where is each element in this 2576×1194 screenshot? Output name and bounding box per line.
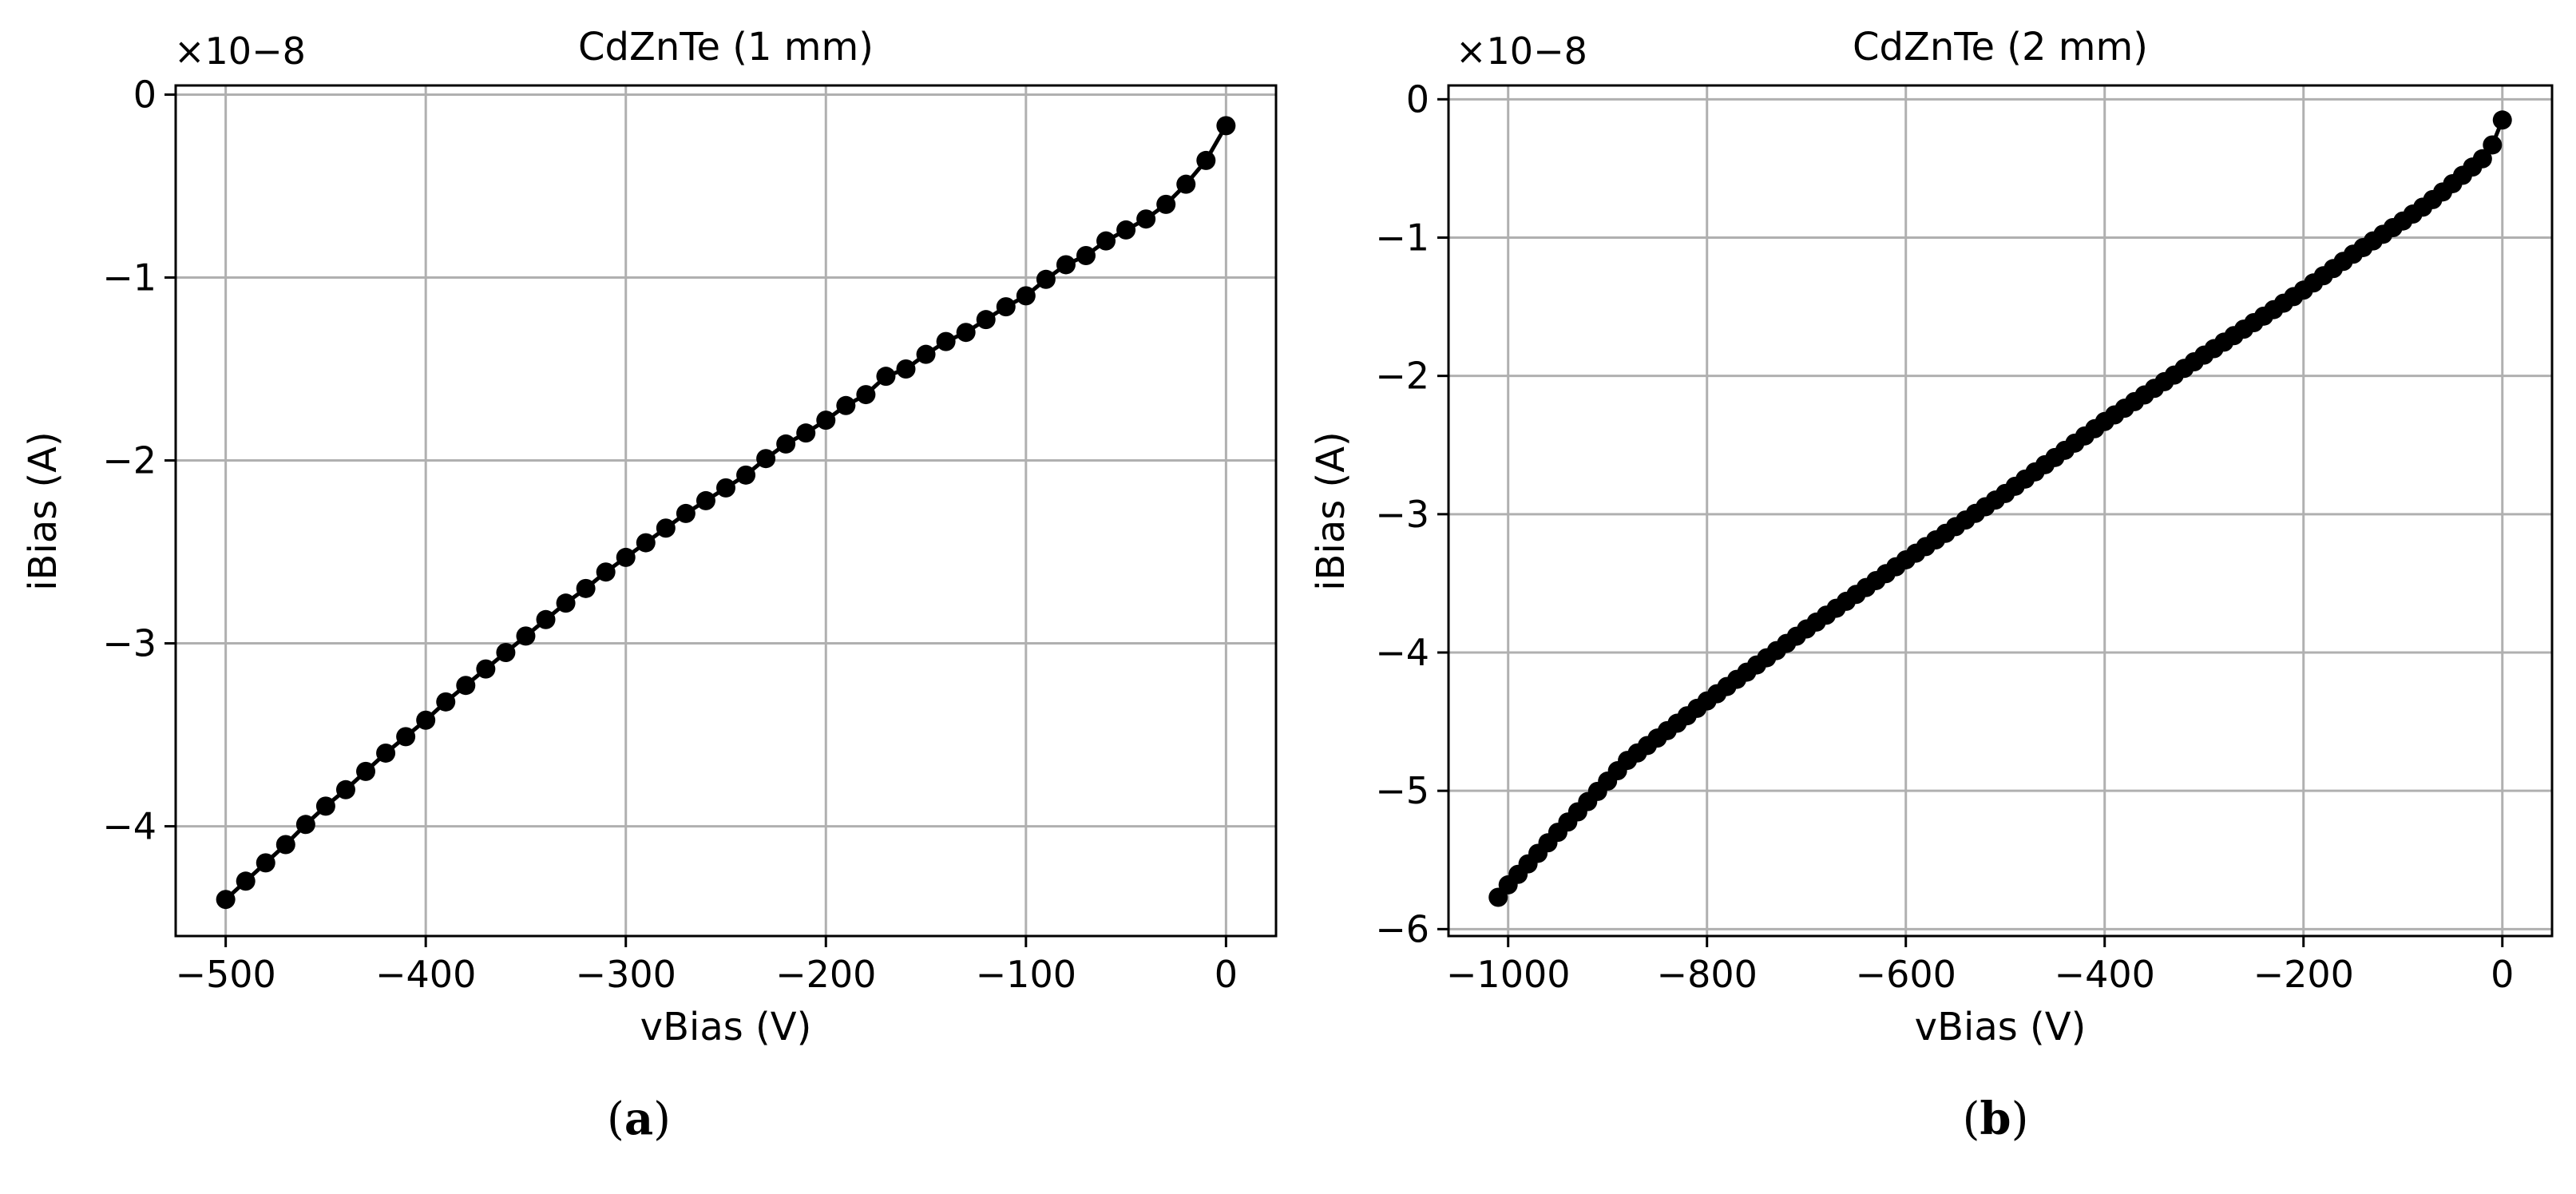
chart-a-title: CdZnTe (1 mm) [578, 25, 874, 69]
chart-a-data-point [1116, 220, 1136, 240]
caption-a: (a) [606, 1093, 671, 1145]
chart-b-data-point [2492, 110, 2512, 130]
chart-a-data-point [736, 465, 756, 485]
chart-a-xtick-label: −500 [175, 953, 275, 996]
chart-a-data-point [1136, 209, 1156, 229]
chart-a-data-point [596, 562, 616, 582]
chart-a-ytick-label: −2 [102, 439, 157, 482]
chart-b-xtick-label: −800 [1657, 953, 1758, 996]
chart-a-series-line [224, 125, 1228, 902]
chart-panel-b: −1000 −800 −600 −400 −200 0 0 −1 −2 −3 −4 −5 −6 CdZnT… [1288, 0, 2576, 1194]
chart-b-data-point [2483, 135, 2503, 155]
chart-a-data-point [1096, 231, 1116, 251]
chart-a-data-point [956, 323, 976, 343]
chart-a-data-point [295, 815, 315, 835]
chart-a-data-point [1216, 116, 1236, 136]
chart-a-data-point [496, 643, 516, 662]
chart-a-data-point [216, 890, 236, 910]
chart-a-data-point [856, 385, 876, 405]
chart-a-data-point [656, 518, 676, 538]
chart-a-data-point [436, 692, 456, 712]
chart-a-xtick-label: 0 [1215, 953, 1238, 996]
chart-a-data-point [616, 547, 636, 567]
chart-b-ytick-label: −4 [1375, 631, 1429, 674]
chart-a-svg: −500 −400 −300 −200 −100 0 0 −1 −2 −3 −4 CdZnTe (1 … [21, 25, 1278, 1049]
chart-a-data-point [556, 593, 576, 613]
chart-b-ytick-label: −3 [1375, 493, 1429, 536]
chart-b-xtick-label: −200 [2253, 953, 2354, 996]
chart-b-title: CdZnTe (2 mm) [1853, 25, 2148, 69]
chart-a-xtick-label: −100 [976, 953, 1076, 996]
chart-a-ytick-label: −4 [102, 805, 157, 848]
chart-panel-a: −500 −400 −300 −200 −100 0 0 −1 −2 −3 −4 CdZnTe (1 … [21, 25, 1278, 1145]
chart-a-xtick-label: −300 [576, 953, 676, 996]
chart-a-data-point [896, 359, 916, 379]
chart-a-data-point [756, 449, 776, 469]
chart-a-data-point [476, 659, 496, 679]
chart-a-data-point [1016, 286, 1036, 306]
chart-a-ylabel: iBias (A) [21, 431, 65, 591]
chart-a-data-point [315, 796, 335, 816]
chart-a-data-point [636, 533, 656, 553]
chart-b-ytick-label: −1 [1375, 216, 1429, 259]
chart-b-y-exponent: ×10−8 [1456, 30, 1587, 73]
chart-a-data-point [1036, 269, 1056, 289]
chart-b-data-point [1488, 887, 1508, 907]
chart-a-data-point [1196, 150, 1216, 170]
chart-a-y-exponent: ×10−8 [174, 30, 306, 73]
chart-a-ytick-label: 0 [133, 73, 157, 116]
chart-b-xlabel: vBias (V) [1915, 1005, 2087, 1049]
chart-b-xtick-label: −600 [1856, 953, 1956, 996]
chart-a-data-point [576, 578, 596, 598]
chart-b-xtick-label: −1000 [1446, 953, 1571, 996]
chart-a-data-point [816, 411, 836, 430]
chart-b-ytick-label: −6 [1375, 907, 1429, 950]
chart-a-ytick-label: −3 [102, 622, 157, 665]
chart-a-data-point [236, 871, 256, 891]
chart-a-data-point [416, 710, 436, 730]
chart-a-xlabel: vBias (V) [640, 1005, 812, 1049]
chart-a-data-point [876, 367, 896, 387]
chart-a-ytick-label: −1 [102, 256, 157, 299]
caption-a-label: a [624, 1093, 654, 1145]
chart-a-data-point [1056, 255, 1076, 275]
chart-a-xtick-label: −200 [775, 953, 876, 996]
chart-a-data-point [836, 395, 856, 415]
chart-a-axes-frame [174, 84, 1278, 938]
chart-a-data-point [396, 727, 416, 747]
chart-a-data-point [1156, 194, 1176, 214]
chart-a-data-point [676, 503, 696, 523]
chart-b-xtick-label: 0 [2491, 953, 2514, 996]
chart-a-data-point [976, 310, 996, 330]
chart-b-ytick-label: −5 [1375, 769, 1429, 812]
chart-a-data-point [916, 344, 936, 364]
chart-a-data-point [536, 609, 556, 629]
caption-b-label: b [1980, 1093, 2011, 1145]
chart-a-data-point [376, 743, 396, 763]
chart-a-data-point [996, 297, 1016, 317]
chart-a-data-point [516, 626, 536, 646]
chart-a-data-point [256, 853, 275, 873]
chart-a-xtick-label: −400 [375, 953, 476, 996]
chart-b-svg: −1000 −800 −600 −400 −200 0 0 −1 −2 −3 −4 −5 −6 CdZnT… [1309, 25, 2554, 1049]
chart-a-data-point [1176, 174, 1196, 194]
chart-b-xtick-label: −400 [2055, 953, 2155, 996]
chart-a-data-point [936, 331, 956, 351]
caption-b: (b) [1962, 1093, 2029, 1145]
chart-a-data-point [1076, 246, 1096, 265]
chart-a-data-point [335, 779, 355, 799]
chart-a-data-point [716, 478, 735, 498]
chart-a-data-point [696, 490, 715, 510]
chart-a-data-point [275, 835, 295, 855]
chart-b-ytick-label: −2 [1375, 355, 1429, 398]
chart-b-ylabel: iBias (A) [1309, 431, 1353, 591]
chart-a-data-point [456, 676, 476, 696]
chart-a-data-point [796, 423, 816, 443]
chart-a-data-point [356, 761, 376, 781]
chart-a-data-point [776, 434, 796, 454]
chart-b-ytick-label: 0 [1406, 77, 1429, 121]
chart-b-axes-frame [1447, 84, 2554, 938]
